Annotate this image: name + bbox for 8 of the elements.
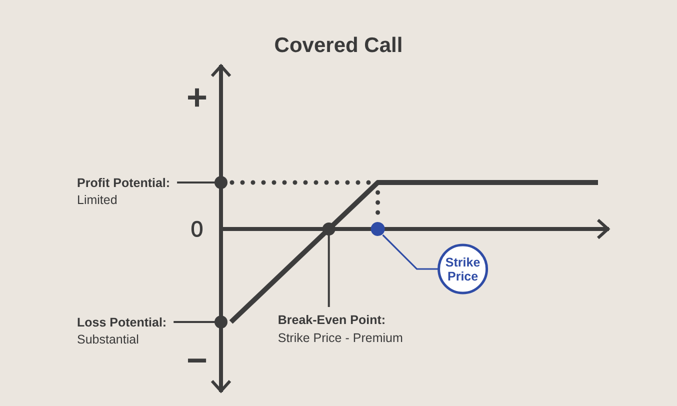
text: + bbox=[186, 76, 208, 118]
text: − bbox=[186, 340, 208, 380]
text: Loss Potential: Substantial bbox=[77, 316, 167, 346]
chart-title: Covered Call bbox=[274, 34, 403, 57]
annotation: Break-Even Point: Strike Price - Premium bbox=[278, 313, 403, 345]
text: 0 bbox=[190, 216, 204, 242]
text: Profit Potential: Limited bbox=[77, 176, 170, 207]
annotation: Strike Price bbox=[445, 256, 480, 284]
